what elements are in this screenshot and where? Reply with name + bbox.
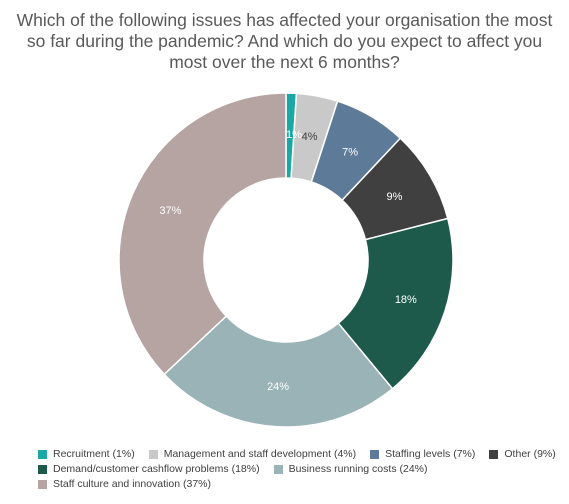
data-label-management-and-staff-development: 4%: [302, 131, 318, 143]
legend-swatch: [273, 465, 283, 474]
legend-label: Demand/customer cashflow problems (18%): [53, 463, 260, 475]
legend-swatch: [370, 450, 380, 459]
legend-swatch: [148, 450, 158, 459]
legend-label: Staff culture and innovation (37%): [53, 478, 211, 490]
legend-row: Staff culture and innovation (37%): [38, 477, 558, 492]
legend-label: Recruitment (1%): [53, 448, 135, 460]
data-label-staffing-levels: 7%: [342, 147, 358, 159]
data-label-demand-customer-cashflow-problems: 18%: [395, 294, 417, 306]
legend-label: Staffing levels (7%): [385, 448, 476, 460]
data-label-other: 9%: [387, 191, 403, 203]
legend-swatch: [489, 450, 499, 459]
slice-business-running-costs: [163, 315, 394, 428]
legend-row: Recruitment (1%) Management and staff dev…: [38, 447, 558, 462]
chart-title-line-2: so far during the pandemic? And which do…: [26, 31, 543, 51]
legend-label: Other (9%): [504, 448, 556, 460]
legend-item-other: Other (9%): [489, 447, 556, 462]
legend-item-staffing-levels: Staffing levels (7%): [370, 447, 475, 462]
legend-item-recruitment: Recruitment (1%): [38, 447, 135, 462]
legend-item-business-running-costs: Business running costs (24%): [273, 462, 428, 477]
data-label-business-running-costs: 24%: [267, 381, 289, 393]
legend-swatch: [38, 480, 47, 489]
slice-staff-culture-and-innovation: [118, 92, 287, 376]
chart-legend: Recruitment (1%) Management and staff dev…: [38, 447, 558, 492]
legend-row: Demand/customer cashflow problems (18%) B…: [38, 462, 558, 477]
legend-swatch: [38, 450, 47, 459]
legend-item-management-and-staff-development: Management and staff development (4%): [148, 447, 357, 462]
legend-item-demand-customer-cashflow-problems: Demand/customer cashflow problems (18%): [38, 462, 260, 477]
legend-item-staff-culture-and-innovation: Staff culture and innovation (37%): [38, 477, 211, 492]
legend-label: Business running costs (24%): [288, 463, 428, 475]
donut-data-labels: 1% 4% 7% 9% 18% 24% 37%: [159, 129, 417, 393]
slice-demand-customer-cashflow-problems: [337, 217, 454, 390]
data-label-staff-culture-and-innovation: 37%: [159, 205, 181, 217]
chart-title-line-3: most over the next 6 months?: [169, 52, 400, 72]
data-label-recruitment: 1%: [286, 129, 302, 141]
chart-title: Which of the following issues has affect…: [0, 10, 569, 73]
legend-swatch: [38, 465, 47, 474]
donut-slices: [118, 92, 454, 428]
legend-label: Management and staff development (4%): [163, 448, 357, 460]
chart-title-line-1: Which of the following issues has affect…: [16, 10, 553, 30]
